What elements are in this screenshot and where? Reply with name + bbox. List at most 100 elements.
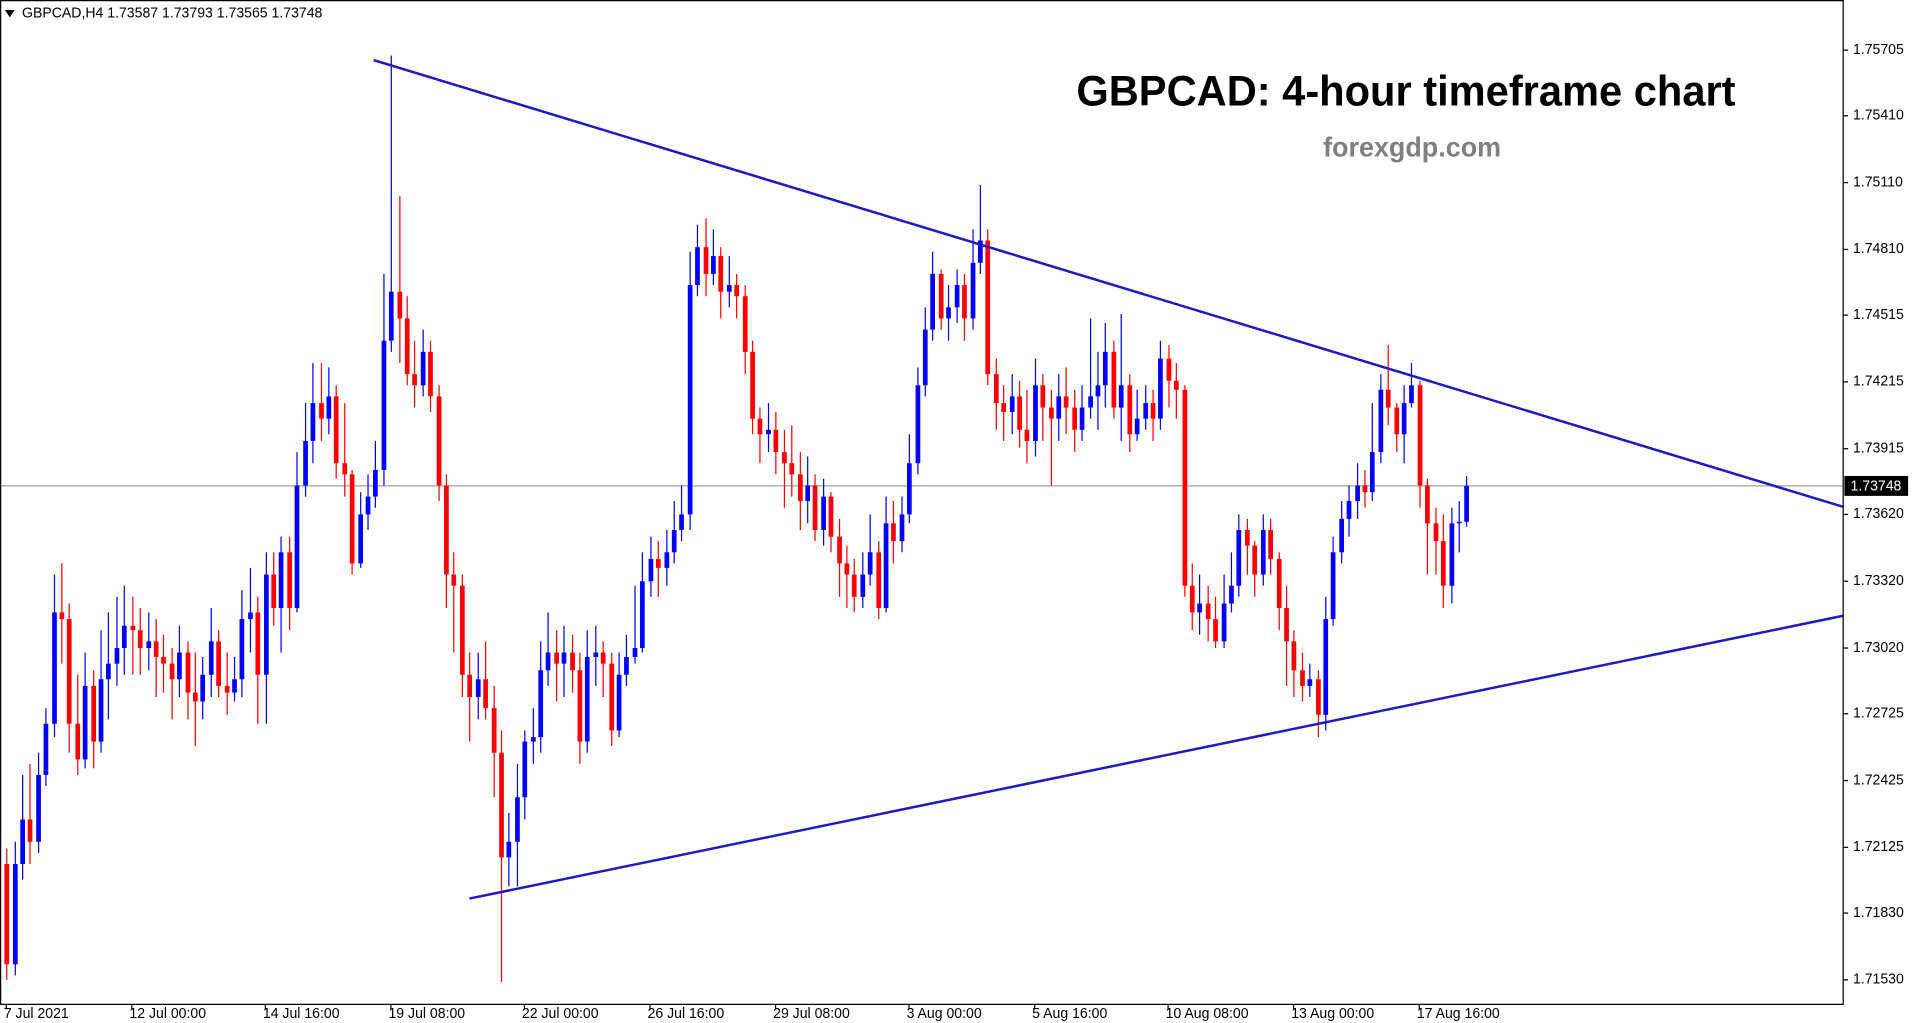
candle-body [1189,585,1195,613]
candle-body [381,340,387,470]
candle-body [1166,358,1172,381]
candle-body [515,797,520,842]
candle-body [491,708,497,753]
y-tick-label: 1.71530 [1853,972,1904,988]
y-tick-label: 1.74810 [1853,241,1904,257]
candle-body [1276,558,1282,608]
candle-body [1339,518,1345,553]
candle-body [837,536,842,564]
candle-body [121,625,127,649]
candle-body [1001,403,1007,412]
candle-body [1300,670,1305,686]
candle-body [1040,385,1046,408]
candle-body [75,723,81,760]
candle-body [538,670,544,738]
candle-body [1118,385,1124,408]
candle-body [1205,603,1211,620]
candle-body [1079,407,1085,430]
candle-body [531,737,536,742]
candle-body [278,552,284,608]
candle-body [993,374,999,404]
candle-body [12,864,18,965]
candle-body [1134,418,1140,435]
candle-body [1330,552,1336,620]
candle-body [624,656,629,675]
candle-body [985,240,991,375]
candle-body [185,652,191,693]
y-tick-label: 1.75705 [1853,42,1904,58]
candle-body [1182,389,1188,586]
candle-body [545,652,551,671]
candle-body [459,585,465,675]
candle-body [640,581,645,649]
candle-body [648,558,654,582]
candle-body [851,574,857,597]
candle-body [773,429,779,453]
candle-body [82,685,88,760]
price-label: 1.73748 [1851,478,1902,494]
candle-body [349,474,355,564]
y-tick-label: 1.73915 [1853,440,1904,456]
candle-body [600,652,606,664]
candle-body [255,612,261,675]
candle-body [91,685,97,742]
candle-body [679,514,684,531]
y-tick-label: 1.74215 [1853,374,1904,390]
candle-body [192,692,198,702]
candle-body [616,674,622,731]
candle-body [1056,396,1062,419]
candle-body [946,307,951,319]
candle-body [789,463,795,475]
candle-body [420,351,426,386]
candle-body [1362,485,1368,493]
candle-body [1063,396,1069,408]
candle-body [1409,385,1414,404]
candle-body [106,663,111,680]
candle-body [584,656,590,742]
y-tick-label: 1.75110 [1853,174,1903,190]
y-tick-label: 1.75410 [1853,107,1904,123]
candle-body [1245,530,1250,546]
candle-body [216,641,221,686]
watermark: forexgdp.com [1323,131,1501,162]
candle-body [59,612,65,620]
candle-body [1088,396,1093,408]
candle-body [695,247,700,286]
candle-body [1433,523,1439,542]
candle-body [200,674,206,702]
trendline [373,58,1844,509]
candle-body [570,652,575,671]
low-value: 1.73565 [217,5,268,21]
x-tick-label: 12 Jul 00:00 [129,1006,206,1022]
y-tick-label: 1.72425 [1853,772,1904,788]
candle-body [1033,385,1038,441]
candle-body [114,648,120,664]
candle-body [522,741,528,798]
candle-body [475,679,481,698]
candle-body [428,351,433,397]
candle-body [161,656,166,664]
candle-body [812,485,818,531]
candle-body [962,285,967,319]
candle-body [208,641,214,675]
candle-body [52,612,57,724]
candle-body [444,485,449,575]
candle-body [1355,485,1360,502]
candle-body [287,552,292,608]
plot-frame [0,0,1844,1005]
candle-body [718,256,724,292]
candle-body [711,256,716,274]
candle-body [930,273,935,330]
candle-body [1464,485,1469,522]
candle-body [499,752,504,858]
candle-body [655,558,661,568]
candle-body [271,574,277,608]
x-tick-label: 14 Jul 16:00 [263,1006,340,1022]
candle-body [867,552,873,575]
x-tick-label: 3 Aug 00:00 [907,1006,982,1022]
candle-body [137,630,143,649]
x-tick-label: 7 Jul 2021 [4,1006,69,1022]
candle-body [177,652,182,680]
candle-body [4,864,10,965]
candle-body [1425,485,1430,524]
